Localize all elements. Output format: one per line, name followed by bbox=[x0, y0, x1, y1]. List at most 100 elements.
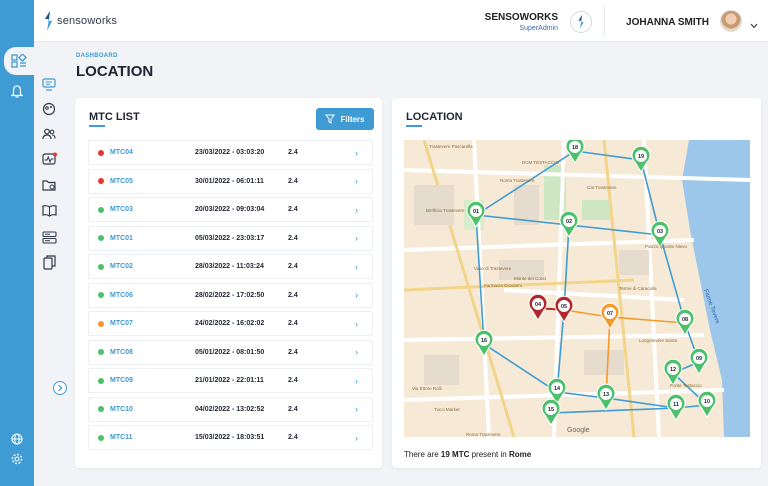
chevron-right-icon[interactable]: › bbox=[355, 290, 358, 300]
sensoworks-badge-icon[interactable] bbox=[570, 11, 592, 33]
settings-icon[interactable] bbox=[8, 450, 26, 468]
table-row[interactable]: MTC07 24/02/2022 - 16:02:02 2.4 › bbox=[88, 311, 373, 336]
chevron-right-icon[interactable]: › bbox=[355, 261, 358, 272]
bell-icon[interactable] bbox=[8, 82, 26, 100]
users-icon[interactable] bbox=[41, 126, 57, 142]
table-row[interactable]: MTC05 30/01/2022 - 06:01:11 2.4 › bbox=[88, 168, 373, 194]
monitor-icon[interactable] bbox=[41, 76, 57, 92]
folder-map-icon[interactable] bbox=[41, 177, 57, 193]
chevron-right-icon[interactable]: › bbox=[355, 347, 358, 357]
map-marker[interactable]: 18 bbox=[565, 140, 585, 164]
org-role: SuperAdmin bbox=[519, 25, 558, 32]
chevron-down-icon[interactable] bbox=[750, 16, 758, 34]
marker-inner bbox=[470, 205, 482, 217]
chevron-right-icon[interactable]: › bbox=[355, 318, 358, 329]
copy-icon[interactable] bbox=[41, 254, 57, 270]
map-marker[interactable]: 01 bbox=[466, 200, 486, 228]
organization-info: SENSOWORKS SuperAdmin bbox=[485, 12, 558, 32]
place-label: Ponte Testaccio bbox=[670, 383, 702, 388]
mtc-version: 2.4 bbox=[288, 206, 298, 213]
map-marker[interactable]: 03 bbox=[650, 220, 670, 248]
table-row[interactable]: MTC10 04/02/2022 - 13:02:52 2.4 › bbox=[88, 396, 373, 422]
mtc-code[interactable]: MTC03 bbox=[110, 206, 133, 213]
logo-text: sensoworks bbox=[57, 15, 118, 27]
table-row[interactable]: MTC06 28/02/2022 - 17:02:50 2.4 › bbox=[88, 282, 373, 308]
map-marker[interactable]: 16 bbox=[474, 329, 494, 357]
route-line bbox=[475, 150, 576, 216]
chevron-right-icon[interactable]: › bbox=[355, 375, 358, 386]
mtc-code[interactable]: MTC04 bbox=[110, 149, 133, 156]
table-row[interactable]: MTC02 28/03/2022 - 11:03:24 2.4 › bbox=[88, 254, 373, 279]
server-icon[interactable] bbox=[41, 229, 57, 245]
map-marker[interactable]: 08 bbox=[675, 308, 695, 336]
status-dot bbox=[98, 320, 104, 327]
map-marker[interactable]: 10 bbox=[697, 390, 717, 418]
map-marker[interactable]: 05 bbox=[554, 295, 574, 323]
route-line bbox=[475, 150, 709, 409]
marker-label: 13 bbox=[603, 392, 609, 398]
top-header: sensoworks SENSOWORKS SuperAdmin JOHANNA… bbox=[34, 0, 768, 42]
map-marker[interactable]: 11 bbox=[666, 393, 686, 421]
logo[interactable]: sensoworks bbox=[44, 11, 117, 31]
map-marker[interactable]: 14 bbox=[547, 377, 567, 405]
map-marker[interactable]: 13 bbox=[596, 383, 616, 411]
mtc-rows: MTC04 23/03/2022 - 03:03:20 2.4 › MTC05 30/01… bbox=[88, 140, 373, 454]
chevron-right-icon[interactable] bbox=[53, 381, 67, 395]
mtc-code[interactable]: MTC02 bbox=[110, 263, 133, 270]
user-name[interactable]: JOHANNA SMITH bbox=[626, 17, 709, 28]
chevron-right-icon[interactable]: › bbox=[355, 404, 358, 414]
map-marker[interactable]: 07 bbox=[600, 302, 620, 330]
mtc-code[interactable]: MTC07 bbox=[110, 320, 133, 327]
map-marker[interactable]: 02 bbox=[559, 210, 579, 238]
map-marker[interactable]: 19 bbox=[631, 145, 651, 173]
mtc-code[interactable]: MTC09 bbox=[110, 377, 133, 384]
marker-label: 15 bbox=[548, 407, 554, 413]
secondary-sidebar bbox=[34, 0, 64, 486]
mtc-datetime: 21/01/2022 - 22:01:11 bbox=[195, 377, 264, 384]
mtc-code[interactable]: MTC10 bbox=[110, 405, 133, 413]
map-marker[interactable]: 04 bbox=[528, 293, 548, 321]
chevron-right-icon[interactable]: › bbox=[355, 233, 358, 243]
chevron-right-icon[interactable]: › bbox=[355, 176, 358, 186]
mtc-code[interactable]: MTC01 bbox=[110, 234, 133, 242]
map-marker[interactable]: 12 bbox=[663, 358, 683, 386]
chevron-right-icon[interactable]: › bbox=[355, 147, 358, 158]
table-row[interactable]: MTC01 05/03/2022 - 23:03:17 2.4 › bbox=[88, 225, 373, 251]
mtc-datetime: 04/02/2022 - 13:02:52 bbox=[195, 405, 265, 413]
map-marker[interactable]: 15 bbox=[541, 398, 561, 426]
filters-button[interactable]: Filters bbox=[316, 108, 374, 130]
main-rail bbox=[0, 0, 34, 486]
pulse-icon[interactable] bbox=[41, 151, 57, 167]
breadcrumb[interactable]: DASHBOARD bbox=[76, 53, 118, 59]
mtc-code[interactable]: MTC08 bbox=[110, 348, 133, 356]
map[interactable]: 01 02 03 04 05 07 08 09 10 11 12 13 14 15 16 18 19 Fiume… bbox=[404, 140, 750, 437]
status-dot bbox=[98, 434, 104, 441]
table-row[interactable]: MTC09 21/01/2022 - 22:01:11 2.4 › bbox=[88, 368, 373, 393]
mtc-datetime: 28/02/2022 - 17:02:50 bbox=[195, 291, 265, 299]
map-marker[interactable]: 09 bbox=[689, 347, 709, 375]
mtc-version: 2.4 bbox=[288, 149, 298, 156]
marker-label: 14 bbox=[554, 386, 561, 392]
marker-label: 11 bbox=[673, 402, 679, 408]
chevron-right-icon[interactable]: › bbox=[355, 432, 358, 443]
dashboard-icon[interactable] bbox=[4, 47, 34, 75]
table-row[interactable]: MTC04 23/03/2022 - 03:03:20 2.4 › bbox=[88, 140, 373, 165]
table-row[interactable]: MTC08 05/01/2022 - 08:01:50 2.4 › bbox=[88, 339, 373, 365]
mtc-code[interactable]: MTC06 bbox=[110, 291, 133, 299]
mtc-code[interactable]: MTC05 bbox=[110, 177, 133, 185]
table-row[interactable]: MTC03 20/03/2022 - 09:03:04 2.4 › bbox=[88, 197, 373, 222]
marker-label: 07 bbox=[607, 311, 613, 317]
mtc-code[interactable]: MTC11 bbox=[110, 434, 133, 441]
palette-icon[interactable] bbox=[41, 101, 57, 117]
marker-label: 12 bbox=[670, 367, 676, 373]
status-dot bbox=[98, 377, 104, 384]
book-icon[interactable] bbox=[41, 202, 57, 218]
globe-icon[interactable] bbox=[8, 430, 26, 448]
table-row[interactable]: MTC11 15/03/2022 - 18:03:51 2.4 › bbox=[88, 425, 373, 450]
river bbox=[682, 140, 750, 437]
status-dot bbox=[98, 292, 104, 298]
chevron-right-icon[interactable]: › bbox=[355, 204, 358, 215]
header-divider bbox=[604, 6, 605, 36]
avatar[interactable] bbox=[720, 10, 742, 32]
